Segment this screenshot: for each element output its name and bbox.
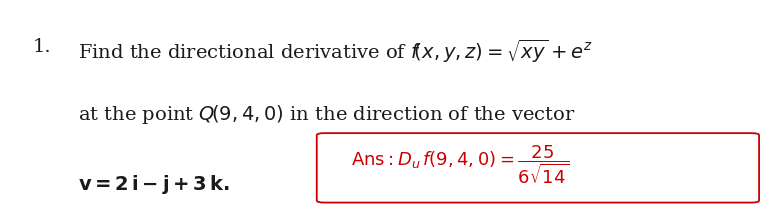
Text: at the point $Q\!\left(9,4,0\right)$ in the direction of the vector: at the point $Q\!\left(9,4,0\right)$ in … — [78, 103, 576, 126]
Text: 1.: 1. — [32, 38, 51, 56]
Text: $\mathrm{Ans}:D_{u}\,f(9,4,0)=\dfrac{25}{6\sqrt{14}}$: $\mathrm{Ans}:D_{u}\,f(9,4,0)=\dfrac{25}… — [351, 143, 570, 185]
Text: Find the directional derivative of $f\!\left(x,y,z\right)=\sqrt{xy}+e^{z}$: Find the directional derivative of $f\!\… — [78, 38, 593, 65]
Text: $\mathbf{v=2\,i-j+3\,k.}$: $\mathbf{v=2\,i-j+3\,k.}$ — [78, 172, 230, 195]
